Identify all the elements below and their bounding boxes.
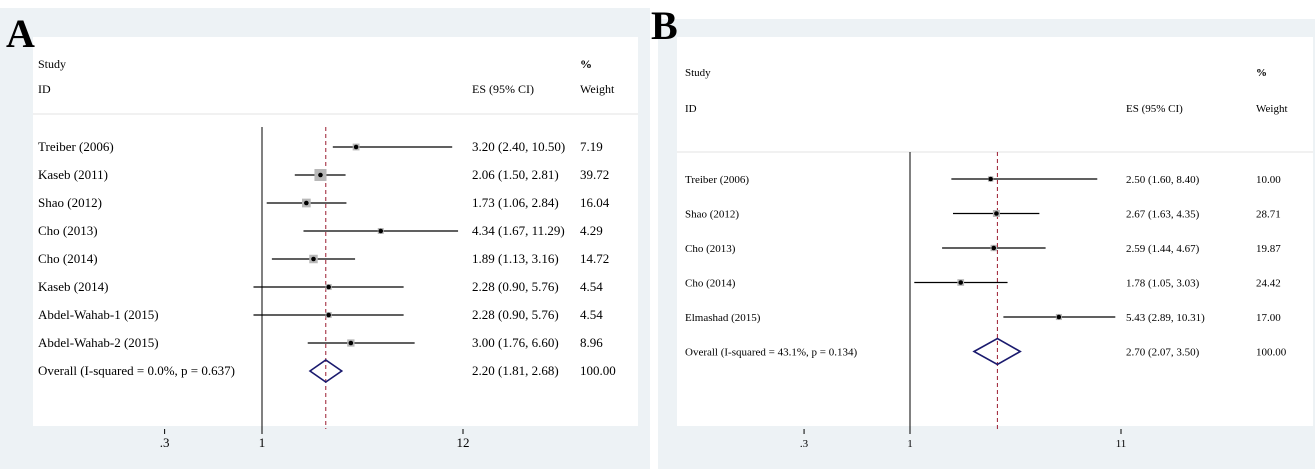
x-tick-label: 1 [259, 435, 266, 450]
overall-label: Overall (I-squared = 0.0%, p = 0.637) [38, 363, 235, 378]
point-estimate [1056, 314, 1062, 320]
header-study: Study [685, 67, 711, 79]
point-estimate [304, 200, 309, 206]
weight-text: 14.72 [580, 251, 609, 266]
x-tick-label: .3 [160, 435, 170, 450]
point-estimate [991, 245, 997, 251]
header-weight: Weight [580, 82, 615, 96]
effect-size-text: 3.20 (2.40, 10.50) [472, 139, 565, 154]
header-percent: % [1256, 67, 1267, 79]
overall-diamond [308, 359, 344, 383]
effect-size-text: 5.43 (2.89, 10.31) [1126, 312, 1205, 324]
weight-text: 28.71 [1256, 209, 1281, 221]
weight-text: 7.19 [580, 139, 603, 154]
header-id: ID [685, 103, 697, 115]
x-tick-label: 11 [1116, 438, 1127, 450]
study-label: Elmashad (2015) [685, 312, 761, 324]
point-estimate [311, 256, 316, 262]
weight-text: 17.00 [1256, 312, 1281, 324]
weight-text: 10.00 [1256, 174, 1281, 186]
study-label: Kaseb (2011) [38, 167, 108, 182]
effect-size-text: 2.50 (1.60, 8.40) [1126, 174, 1200, 186]
point-estimate [326, 312, 331, 318]
study-label: Cho (2014) [685, 278, 736, 290]
study-label: Shao (2012) [685, 209, 739, 221]
point-estimate [378, 228, 384, 234]
header-id: ID [38, 82, 51, 96]
study-label: Shao (2012) [38, 195, 102, 210]
panel-b-plot-region [677, 37, 1313, 426]
study-label: Abdel-Wahab-2 (2015) [38, 335, 159, 350]
weight-text: 16.04 [580, 195, 610, 210]
study-label: Cho (2013) [38, 223, 98, 238]
weight-text: 4.29 [580, 223, 603, 238]
point-estimate [348, 340, 354, 346]
overall-effect-size-text: 2.20 (1.81, 2.68) [472, 363, 559, 378]
study-label: Treiber (2006) [38, 139, 114, 154]
study-label: Treiber (2006) [685, 174, 749, 186]
header-es: ES (95% CI) [472, 82, 534, 96]
weight-text: 24.42 [1256, 278, 1281, 290]
effect-size-text: 2.28 (0.90, 5.76) [472, 279, 559, 294]
effect-size-text: 4.34 (1.67, 11.29) [472, 223, 565, 238]
study-label: Cho (2014) [38, 251, 98, 266]
effect-size-text: 1.89 (1.13, 3.16) [472, 251, 559, 266]
weight-text: 4.54 [580, 279, 603, 294]
header-study: Study [38, 57, 66, 71]
effect-size-text: 2.59 (1.44, 4.67) [1126, 243, 1200, 255]
header-weight: Weight [1256, 103, 1288, 115]
overall-effect-size-text: 2.70 (2.07, 3.50) [1126, 347, 1200, 359]
overall-diamond [972, 337, 1022, 366]
effect-size-text: 2.67 (1.63, 4.35) [1126, 209, 1200, 221]
effect-size-text: 2.28 (0.90, 5.76) [472, 307, 559, 322]
study-label: Cho (2013) [685, 243, 736, 255]
header-es: ES (95% CI) [1126, 103, 1183, 115]
weight-text: 39.72 [580, 167, 609, 182]
weight-text: 4.54 [580, 307, 603, 322]
forest-plot-a: Study ID ES (95% CI)% Weight Treiber (2006) 3… [33, 57, 638, 450]
point-estimate [353, 144, 359, 150]
overall-label: Overall (I-squared = 43.1%, p = 0.134) [685, 347, 858, 359]
overall-weight-text: 100.00 [1256, 347, 1287, 359]
effect-size-text: 1.73 (1.06, 2.84) [472, 195, 559, 210]
weight-text: 8.96 [580, 335, 603, 350]
x-tick-label: 1 [907, 438, 913, 450]
study-label: Abdel-Wahab-1 (2015) [38, 307, 159, 322]
study-label: Kaseb (2014) [38, 279, 108, 294]
header-percent: % [580, 57, 592, 71]
point-estimate [988, 176, 993, 182]
overall-weight-text: 100.00 [580, 363, 616, 378]
panel-label-b: B [651, 3, 678, 48]
effect-size-text: 3.00 (1.76, 6.60) [472, 335, 559, 350]
panel-label-a: A [6, 11, 35, 56]
effect-size-text: 1.78 (1.05, 3.03) [1126, 278, 1200, 290]
effect-size-text: 2.06 (1.50, 2.81) [472, 167, 559, 182]
point-estimate [994, 211, 999, 216]
x-tick-label: 12 [457, 435, 470, 450]
weight-text: 19.87 [1256, 243, 1281, 255]
point-estimate [318, 172, 323, 178]
forest-plot-b: Study ID ES (95% CI)% Weight Treiber (2006) 2… [677, 67, 1313, 450]
point-estimate [958, 280, 964, 285]
x-tick-label: .3 [800, 438, 809, 450]
point-estimate [326, 284, 331, 290]
